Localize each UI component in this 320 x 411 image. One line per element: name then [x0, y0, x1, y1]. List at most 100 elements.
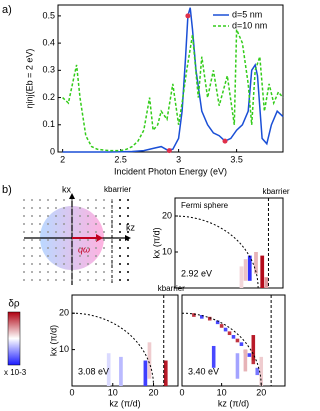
grid-dot — [95, 231, 97, 233]
grid-dot — [23, 255, 25, 257]
grid-dot — [103, 271, 105, 273]
barrier-label: kbarrier — [262, 187, 289, 196]
grid-dot — [55, 239, 57, 241]
grid-dot — [127, 247, 129, 249]
grid-dot — [111, 207, 113, 209]
plot-frame — [71, 294, 179, 387]
grid-dot — [103, 199, 105, 201]
highlight-point — [222, 138, 228, 144]
grid-dot — [103, 279, 105, 281]
y-axis-label: ηinj(Eb = 2 eV) — [24, 49, 34, 109]
grid-dot — [71, 223, 73, 225]
grid-dot — [95, 215, 97, 217]
grid-dot — [111, 215, 113, 217]
grid-dot — [111, 239, 113, 241]
cell — [243, 349, 248, 372]
grid-dot — [47, 215, 49, 217]
grid-dot — [127, 215, 129, 217]
grid-dot — [119, 239, 121, 241]
grid-dot — [79, 263, 81, 265]
grid-dot — [31, 223, 33, 225]
kz-label: kz — [126, 222, 136, 232]
grid-dot — [103, 247, 105, 249]
grid-dot — [79, 199, 81, 201]
grid-dot — [79, 271, 81, 273]
grid-dot — [31, 215, 33, 217]
grid-dot — [79, 279, 81, 281]
grid-dot — [87, 271, 89, 273]
grid-dot — [111, 263, 113, 265]
x-tick-label: 20 — [149, 387, 159, 397]
grid-dot — [87, 199, 89, 201]
y-tick-label: 0 — [50, 146, 55, 156]
cell — [235, 353, 240, 379]
cell — [207, 316, 212, 321]
grid-dot — [103, 231, 105, 233]
x-tick-label: 10 — [108, 387, 118, 397]
x-tick-label: 2.5 — [114, 154, 127, 164]
highlight-point — [185, 13, 191, 19]
y-axis-label: kx (π/d) — [48, 325, 58, 356]
grid-dot — [87, 223, 89, 225]
x-tick-label: 10 — [217, 387, 227, 397]
fermi-sphere — [71, 312, 154, 387]
grid-dot — [39, 247, 41, 249]
cell — [231, 335, 236, 339]
cell — [255, 367, 260, 376]
barrier-label: kbarrier — [158, 284, 185, 293]
grid-dot — [111, 279, 113, 281]
grid-dot — [87, 231, 89, 233]
grid-dot — [63, 231, 65, 233]
grid-dot — [55, 255, 57, 257]
grid-dot — [95, 263, 97, 265]
grid-dot — [23, 271, 25, 273]
colorbar-label: δρ — [8, 299, 20, 310]
arrowhead — [125, 235, 131, 241]
series-line — [62, 7, 284, 153]
grid-dot — [23, 223, 25, 225]
cell — [251, 360, 256, 365]
grid-dot — [79, 207, 81, 209]
grid-dot — [119, 279, 121, 281]
grid-dot — [103, 207, 105, 209]
grid-dot — [95, 247, 97, 249]
grid-dot — [103, 255, 105, 257]
energy-label: 2.92 eV — [181, 268, 212, 278]
grid-dot — [39, 215, 41, 217]
grid-dot — [63, 255, 65, 257]
grid-dot — [119, 199, 121, 201]
grid-dot — [47, 271, 49, 273]
x-tick-label: 20 — [256, 387, 266, 397]
grid-dot — [71, 263, 73, 265]
grid-dot — [79, 223, 81, 225]
schematic: kx kz kbarrier qω — [23, 184, 136, 285]
grid-dot — [103, 215, 105, 217]
grid-dot — [63, 207, 65, 209]
grid-dot — [23, 207, 25, 209]
energy-label: 3.08 eV — [78, 366, 109, 376]
grid-dot — [87, 263, 89, 265]
y-tick-label: 0.2 — [42, 92, 55, 102]
y-tick-label: 20 — [59, 308, 69, 318]
grid-dot — [119, 231, 121, 233]
cell — [247, 255, 252, 281]
barrier-label: kbarrier — [104, 185, 131, 194]
grid-dot — [55, 223, 57, 225]
grid-dot — [23, 215, 25, 217]
grid-dot — [95, 223, 97, 225]
grid-dot — [47, 199, 49, 201]
cell — [264, 277, 269, 288]
grid-dot — [95, 239, 97, 241]
cell — [200, 315, 204, 319]
grid-dot — [71, 271, 73, 273]
cell — [163, 360, 168, 386]
highlight-point — [166, 148, 172, 154]
grid-dot — [47, 207, 49, 209]
cell — [239, 266, 244, 288]
grid-dot — [39, 231, 41, 233]
cell — [211, 345, 216, 368]
grid-dot — [31, 263, 33, 265]
grid-dot — [23, 231, 25, 233]
grid-dot — [87, 279, 89, 281]
grid-dot — [47, 263, 49, 265]
